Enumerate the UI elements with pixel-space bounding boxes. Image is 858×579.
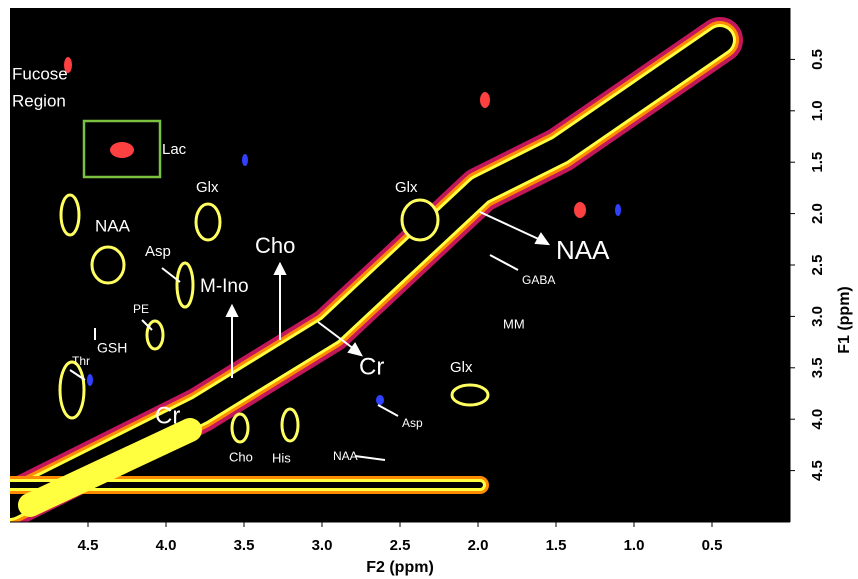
- x-tick-label: 3.5: [234, 537, 255, 554]
- annotation: Glx: [450, 359, 473, 376]
- x-tick-label: 2.0: [468, 537, 489, 554]
- y-tick-label: 4.0: [809, 409, 826, 430]
- y-tick-label: 1.5: [809, 152, 826, 173]
- x-tick-label: 1.0: [624, 537, 645, 554]
- y-tick-label: 4.5: [809, 460, 826, 481]
- y-tick-label: 1.0: [809, 100, 826, 121]
- annotation: Lac: [162, 141, 187, 158]
- annotation: Fucose: [12, 64, 68, 83]
- annotation: NAA: [95, 216, 131, 235]
- y-tick-label: 3.5: [809, 357, 826, 378]
- y-tick-label: 2.5: [809, 255, 826, 276]
- annotation: PE: [133, 302, 149, 316]
- annotation: Glx: [395, 179, 418, 196]
- annotation: Asp: [145, 243, 171, 260]
- annotation: Cr: [359, 353, 384, 380]
- annotation: His: [272, 450, 291, 465]
- annotation: MM: [503, 316, 525, 331]
- annotation: GSH: [97, 340, 127, 356]
- y-axis-title: F1 (ppm): [836, 286, 853, 354]
- chart: F2 (ppm) F1 (ppm) 4.5 4.0 3.5 3.0 2.5 2.0 1.5 1…: [0, 0, 858, 579]
- annotation: Glx: [196, 179, 219, 196]
- y-tick-label: 0.5: [809, 49, 826, 70]
- annotation: Cr: [155, 402, 180, 429]
- y-tick-label: 3.0: [809, 306, 826, 327]
- annotation: NAA: [556, 235, 610, 265]
- annotation: Region: [12, 91, 66, 110]
- y-tick-label: 2.0: [809, 203, 826, 224]
- x-tick-label: 1.5: [546, 537, 567, 554]
- x-tick-label: 4.5: [78, 537, 99, 554]
- annotation: GABA: [522, 273, 555, 287]
- annotation: NAA: [333, 449, 358, 463]
- x-tick-label: 2.5: [390, 537, 411, 554]
- annotation: M-Ino: [200, 276, 249, 297]
- x-tick-label: 0.5: [702, 537, 723, 554]
- x-tick-label: 4.0: [156, 537, 177, 554]
- annotation: Cho: [255, 233, 295, 258]
- x-axis-title: F2 (ppm): [366, 559, 434, 576]
- x-tick-label: 3.0: [312, 537, 333, 554]
- annotation: Cho: [229, 449, 253, 464]
- annotation: Asp: [402, 416, 423, 430]
- annotation: Thr: [72, 354, 90, 368]
